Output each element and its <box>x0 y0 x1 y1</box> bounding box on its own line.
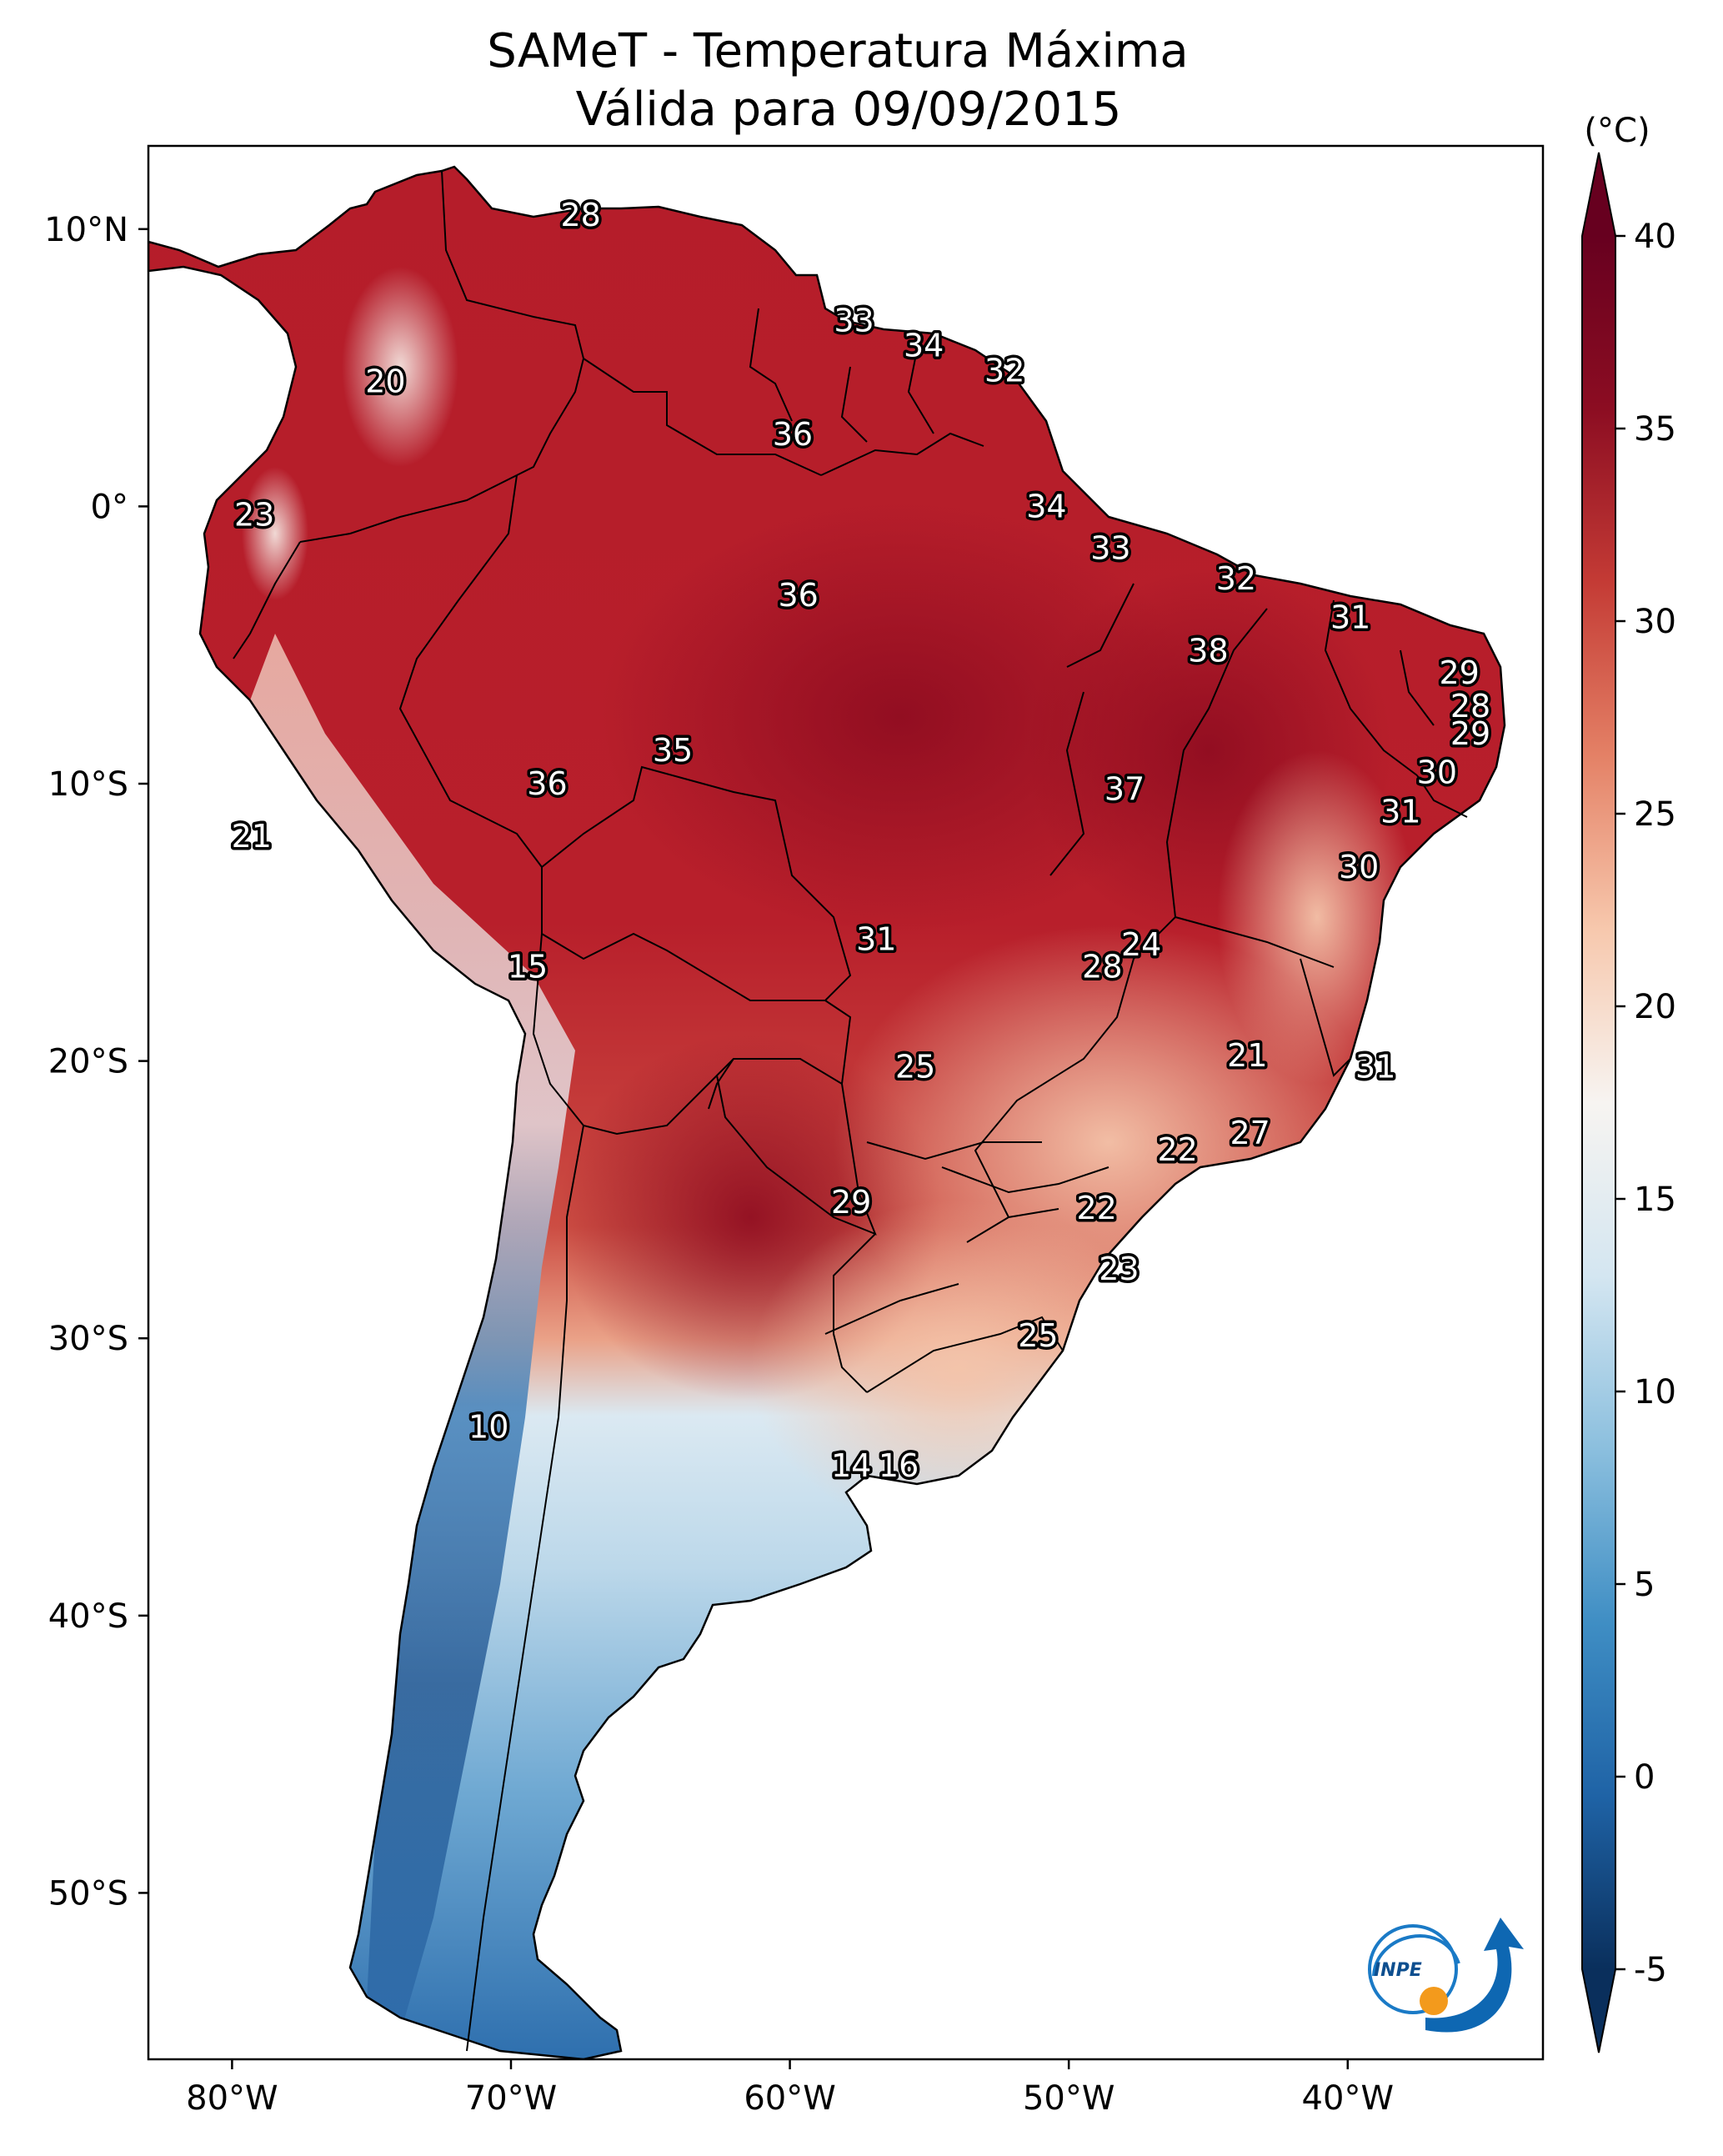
map-title: SAMeT - Temperatura Máxima <box>487 24 1189 78</box>
colorbar-tick-label: 0 <box>1634 1758 1655 1797</box>
temperature-label: 27 <box>1230 1115 1270 1151</box>
cool-spot-ecuador <box>242 467 308 600</box>
temperature-label: 16 <box>879 1447 919 1484</box>
colorbar-ramp <box>1582 236 1615 1969</box>
colorbar-tick-label: 10 <box>1634 1373 1676 1411</box>
lon-tick-label: 50°W <box>1023 2079 1114 2118</box>
logo-ring-icon <box>1368 1924 1458 2014</box>
temperature-label: 15 <box>508 949 548 985</box>
colorbar-tick-label: 15 <box>1634 1181 1676 1219</box>
temperature-label: 30 <box>1339 849 1379 885</box>
cool-spot-colombia <box>342 267 458 467</box>
temperature-labels: 2820233334323634333231363829282930313035… <box>228 194 1494 1487</box>
map-subtitle: Válida para 09/09/2015 <box>576 83 1122 137</box>
logo-text: INPE <box>1374 1960 1422 1981</box>
colorbar-tick-label: 40 <box>1634 218 1676 256</box>
temperature-label: 23 <box>1099 1251 1139 1287</box>
temperature-label: 21 <box>232 818 272 855</box>
temperature-label: 20 <box>365 364 405 400</box>
lat-tick-label: 30°S <box>48 1320 128 1358</box>
colorbar-unit: (°C) <box>1584 112 1650 150</box>
temperature-label: 24 <box>1121 926 1161 963</box>
lat-tick-label: 40°S <box>48 1597 128 1636</box>
temperature-label: 38 <box>1188 632 1228 669</box>
lat-tick-label: 20°S <box>48 1043 128 1081</box>
temperature-label: 33 <box>834 303 874 339</box>
andes-cold-band <box>250 634 575 2034</box>
temperature-label: 25 <box>895 1048 935 1085</box>
colorbar-tick-label: -5 <box>1634 1951 1667 1989</box>
temperature-label: 31 <box>1355 1048 1395 1085</box>
temperature-label: 29 <box>1439 654 1479 691</box>
logo-orange-dot-icon <box>1420 1987 1448 2015</box>
lat-tick-label: 10°N <box>44 211 128 249</box>
temperature-label: 34 <box>1026 488 1066 524</box>
colorbar-tick-label: 30 <box>1634 603 1676 641</box>
country-borders <box>148 165 1506 2059</box>
colorbar-tick-label: 20 <box>1634 988 1676 1026</box>
temperature-label: 29 <box>1450 715 1490 752</box>
logo-arc-icon <box>1372 1934 1460 1977</box>
colorbar-tick-label: 25 <box>1634 795 1676 834</box>
temperature-label: 37 <box>1104 771 1144 808</box>
colorbar-top-arrow <box>1582 153 1615 236</box>
latitude-axis: 10°N 0° 10°S 20°S 30°S 40°S 50°S <box>44 211 148 1913</box>
temperature-label: 32 <box>1216 560 1256 597</box>
temperature-label: 36 <box>773 416 813 453</box>
lon-tick-label: 60°W <box>744 2079 835 2118</box>
map-frame <box>147 144 1545 2061</box>
colorbar-ticks: 40 35 30 25 20 15 10 5 0 -5 <box>1615 218 1676 1989</box>
temperature-label: 32 <box>984 352 1024 389</box>
temperature-label: 22 <box>1076 1190 1116 1226</box>
lat-tick-label: 0° <box>91 488 128 526</box>
colorbar-tick-label: 5 <box>1634 1566 1655 1604</box>
temperature-label: 23 <box>234 496 274 533</box>
lon-tick-label: 70°W <box>465 2079 557 2118</box>
temperature-label: 21 <box>1227 1037 1267 1074</box>
temperature-label: 33 <box>1090 529 1130 566</box>
temperature-label: 25 <box>1018 1317 1058 1354</box>
temperature-label: 14 <box>831 1447 871 1484</box>
temperature-label: 34 <box>904 327 944 364</box>
temperature-label: 28 <box>1082 949 1122 985</box>
inpe-logo: INPE <box>1368 1918 1524 2033</box>
temperature-label: 36 <box>527 765 567 802</box>
colorbar-bottom-arrow <box>1582 1969 1615 2053</box>
temperature-label: 31 <box>856 920 896 957</box>
temperature-label: 29 <box>831 1184 871 1221</box>
lon-tick-label: 80°W <box>186 2079 278 2118</box>
lon-tick-label: 40°W <box>1302 2079 1394 2118</box>
temperature-label: 28 <box>1450 688 1490 725</box>
colorbar: (°C) 40 35 30 25 20 15 10 5 0 -5 <box>1581 112 1676 2053</box>
temperature-label: 31 <box>1380 793 1420 830</box>
colorbar-tick-label: 35 <box>1634 410 1676 449</box>
longitude-axis: 80°W 70°W 60°W 50°W 40°W <box>186 2059 1394 2118</box>
temperature-label: 36 <box>778 577 818 614</box>
temperature-label: 28 <box>560 197 600 233</box>
lat-tick-label: 10°S <box>48 765 128 804</box>
temperature-label: 30 <box>1417 755 1457 791</box>
temperature-label: 31 <box>1330 599 1370 635</box>
lat-tick-label: 50°S <box>48 1874 128 1913</box>
temperature-label: 22 <box>1157 1131 1197 1168</box>
temperature-label: 10 <box>468 1409 508 1446</box>
temperature-label: 35 <box>653 732 693 769</box>
logo-blue-swoosh-icon <box>1425 1918 1524 2033</box>
